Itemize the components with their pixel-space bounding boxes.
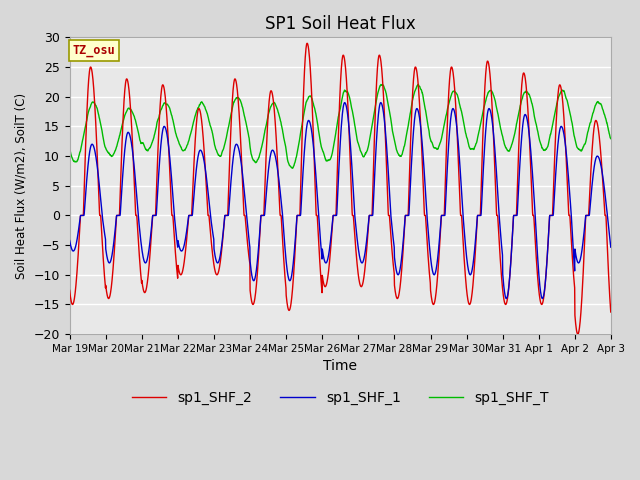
sp1_SHF_1 bbox=[217, 251, 225, 257]
sp1_SHF_1 bbox=[66, 238, 74, 243]
sp1_SHF_1 bbox=[502, 296, 510, 301]
sp1_SHF_T bbox=[66, 148, 74, 154]
sp1_SHF_2 bbox=[368, 213, 376, 218]
sp1_SHF_2 bbox=[217, 257, 225, 263]
sp1_SHF_2 bbox=[303, 40, 311, 46]
sp1_SHF_2 bbox=[559, 104, 567, 109]
Y-axis label: Soil Heat Flux (W/m2), SoilT (C): Soil Heat Flux (W/m2), SoilT (C) bbox=[15, 93, 28, 279]
sp1_SHF_T bbox=[356, 146, 364, 152]
sp1_SHF_1 bbox=[340, 100, 348, 106]
sp1_SHF_T bbox=[414, 82, 422, 87]
sp1_SHF_T bbox=[575, 146, 582, 152]
sp1_SHF_T bbox=[498, 131, 506, 136]
sp1_SHF_1 bbox=[498, 241, 506, 247]
sp1_SHF_T bbox=[289, 166, 296, 171]
Title: SP1 Soil Heat Flux: SP1 Soil Heat Flux bbox=[265, 15, 416, 33]
sp1_SHF_1 bbox=[559, 129, 567, 134]
sp1_SHF_1 bbox=[356, 255, 364, 261]
sp1_SHF_2 bbox=[356, 281, 364, 287]
sp1_SHF_T bbox=[607, 136, 614, 142]
sp1_SHF_2 bbox=[575, 330, 582, 336]
Text: TZ_osu: TZ_osu bbox=[72, 44, 115, 57]
Line: sp1_SHF_2: sp1_SHF_2 bbox=[70, 43, 611, 334]
sp1_SHF_T bbox=[217, 154, 225, 159]
sp1_SHF_T bbox=[559, 88, 567, 94]
sp1_SHF_1 bbox=[607, 244, 614, 250]
sp1_SHF_1 bbox=[368, 213, 376, 218]
sp1_SHF_1 bbox=[575, 260, 582, 266]
sp1_SHF_2 bbox=[498, 274, 506, 279]
X-axis label: Time: Time bbox=[323, 360, 357, 373]
sp1_SHF_2 bbox=[66, 288, 74, 293]
sp1_SHF_T bbox=[368, 126, 376, 132]
sp1_SHF_2 bbox=[607, 309, 614, 315]
Legend: sp1_SHF_2, sp1_SHF_1, sp1_SHF_T: sp1_SHF_2, sp1_SHF_1, sp1_SHF_T bbox=[126, 385, 554, 411]
sp1_SHF_2 bbox=[574, 331, 582, 337]
Line: sp1_SHF_T: sp1_SHF_T bbox=[70, 84, 611, 168]
Line: sp1_SHF_1: sp1_SHF_1 bbox=[70, 103, 611, 299]
